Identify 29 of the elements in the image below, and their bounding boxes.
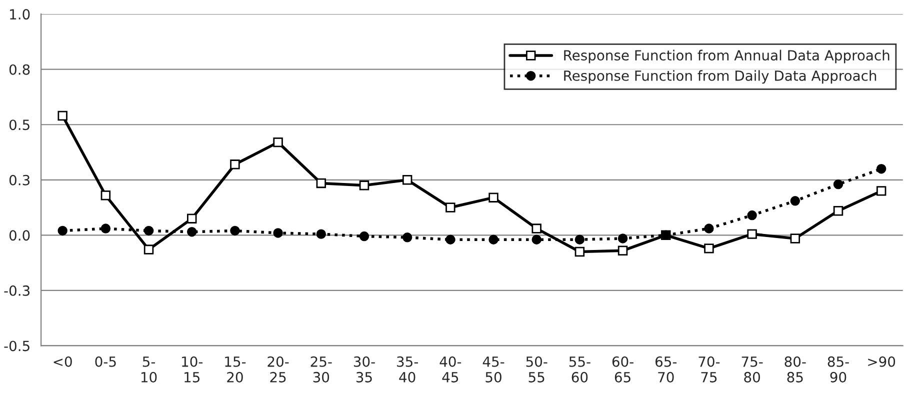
x-tick-label: 45- 50: [482, 356, 504, 382]
x-tick-label: 75- 80: [742, 356, 763, 382]
y-tick-label: 0.0: [9, 230, 30, 241]
x-tick-label: 30- 35: [354, 356, 375, 382]
x-tick-label: 40- 45: [440, 356, 462, 382]
x-tick-label: 5- 10: [141, 356, 157, 382]
x-tick-label: 25- 30: [310, 356, 332, 382]
x-tick-label: 0-5: [95, 356, 116, 367]
x-tick-label: 15- 20: [225, 356, 246, 382]
x-tick-label: >90: [868, 356, 896, 367]
x-tick-label: 80- 85: [784, 356, 806, 382]
x-tick-label: <0: [54, 356, 72, 367]
x-tick-label: 60- 65: [612, 356, 634, 382]
y-tick-label: 0.5: [9, 120, 30, 130]
legend-label: Response Function from Annual Data Approach: [564, 50, 890, 64]
y-tick-label: -0.5: [4, 340, 30, 352]
y-tick-label: 1.0: [10, 9, 30, 20]
y-tick-label: 0.8: [9, 64, 30, 75]
x-tick-label: 70- 75: [698, 356, 720, 382]
x-tick-label: 35- 40: [397, 356, 418, 382]
y-tick-label: 0.3: [9, 174, 30, 186]
x-tick-label: 65- 70: [656, 356, 677, 382]
x-tick-label: 50- 55: [526, 356, 548, 382]
y-tick-label: -0.3: [4, 285, 30, 296]
x-tick-label: 85- 90: [828, 356, 849, 382]
x-tick-label: 20- 25: [268, 356, 289, 382]
x-tick-label: 55- 60: [569, 356, 590, 382]
x-tick-label: 10- 15: [182, 356, 203, 382]
legend-label: Response Function from Daily Data Approach: [564, 70, 876, 84]
